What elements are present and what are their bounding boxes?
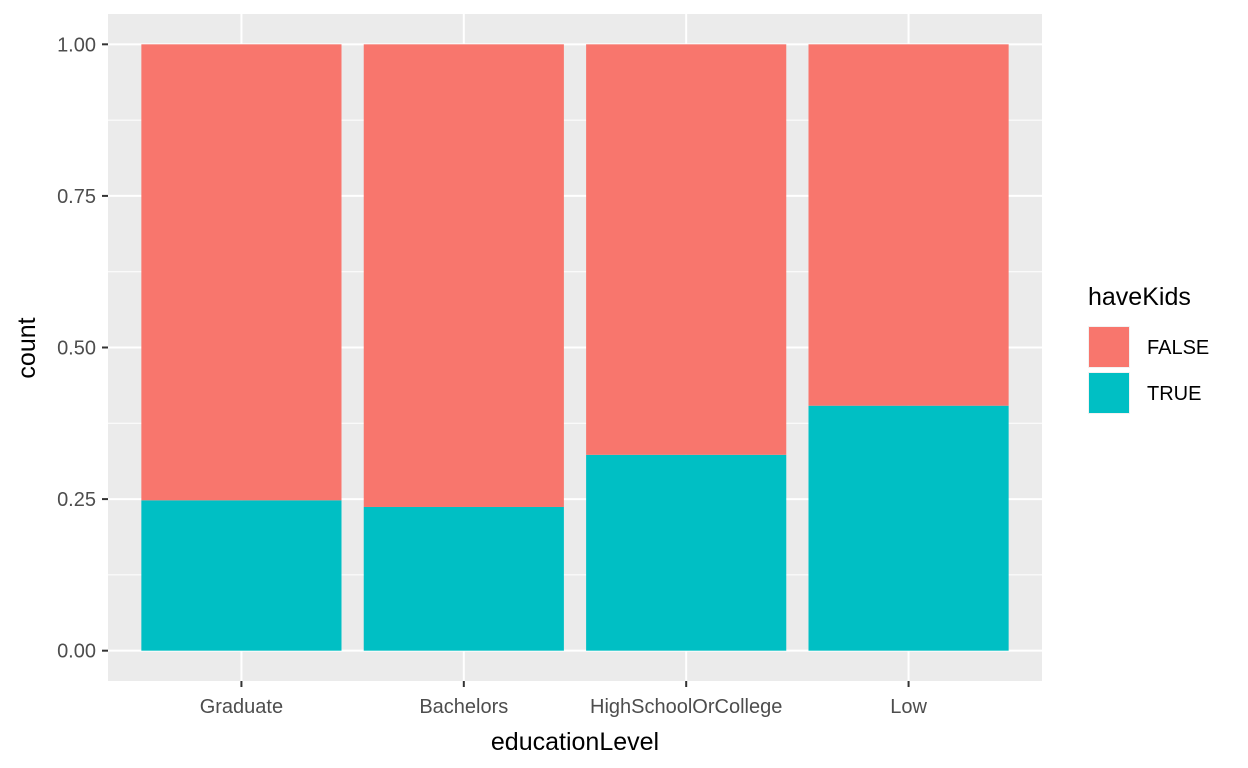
bar-Low-FALSE [808, 44, 1009, 406]
bar-Graduate-TRUE [141, 500, 342, 651]
bars [141, 44, 1009, 651]
x-tick-label: HighSchoolOrCollege [590, 696, 782, 718]
legend-label-TRUE: TRUE [1147, 383, 1201, 405]
x-axis-title: educationLevel [491, 728, 659, 756]
bar-Graduate-FALSE [141, 44, 342, 501]
legend-key-TRUE [1089, 373, 1129, 413]
y-tick-label: 0.25 [57, 489, 96, 511]
bar-HighSchoolOrCollege-FALSE [586, 44, 787, 455]
legend-key-FALSE [1089, 327, 1129, 367]
bar-Bachelors-FALSE [363, 44, 564, 507]
x-tick-label: Graduate [200, 696, 283, 718]
bar-HighSchoolOrCollege-TRUE [586, 454, 787, 651]
legend: haveKids FALSE TRUE [1088, 283, 1209, 414]
x-axis: Graduate Bachelors HighSchoolOrCollege Low [200, 681, 927, 718]
y-tick-label: 0.50 [57, 338, 96, 360]
bar-Bachelors-TRUE [363, 506, 564, 651]
y-axis: 0.00 0.25 0.50 0.75 1.00 [57, 34, 108, 663]
x-tick-label: Low [890, 696, 927, 718]
legend-label-FALSE: FALSE [1147, 337, 1209, 359]
y-tick-label: 1.00 [57, 34, 96, 56]
legend-title: haveKids [1088, 283, 1191, 311]
bar-Low-TRUE [808, 405, 1009, 651]
y-axis-title: count [13, 317, 41, 378]
y-tick-label: 0.00 [57, 641, 96, 663]
y-tick-label: 0.75 [57, 186, 96, 208]
x-tick-label: Bachelors [419, 696, 508, 718]
